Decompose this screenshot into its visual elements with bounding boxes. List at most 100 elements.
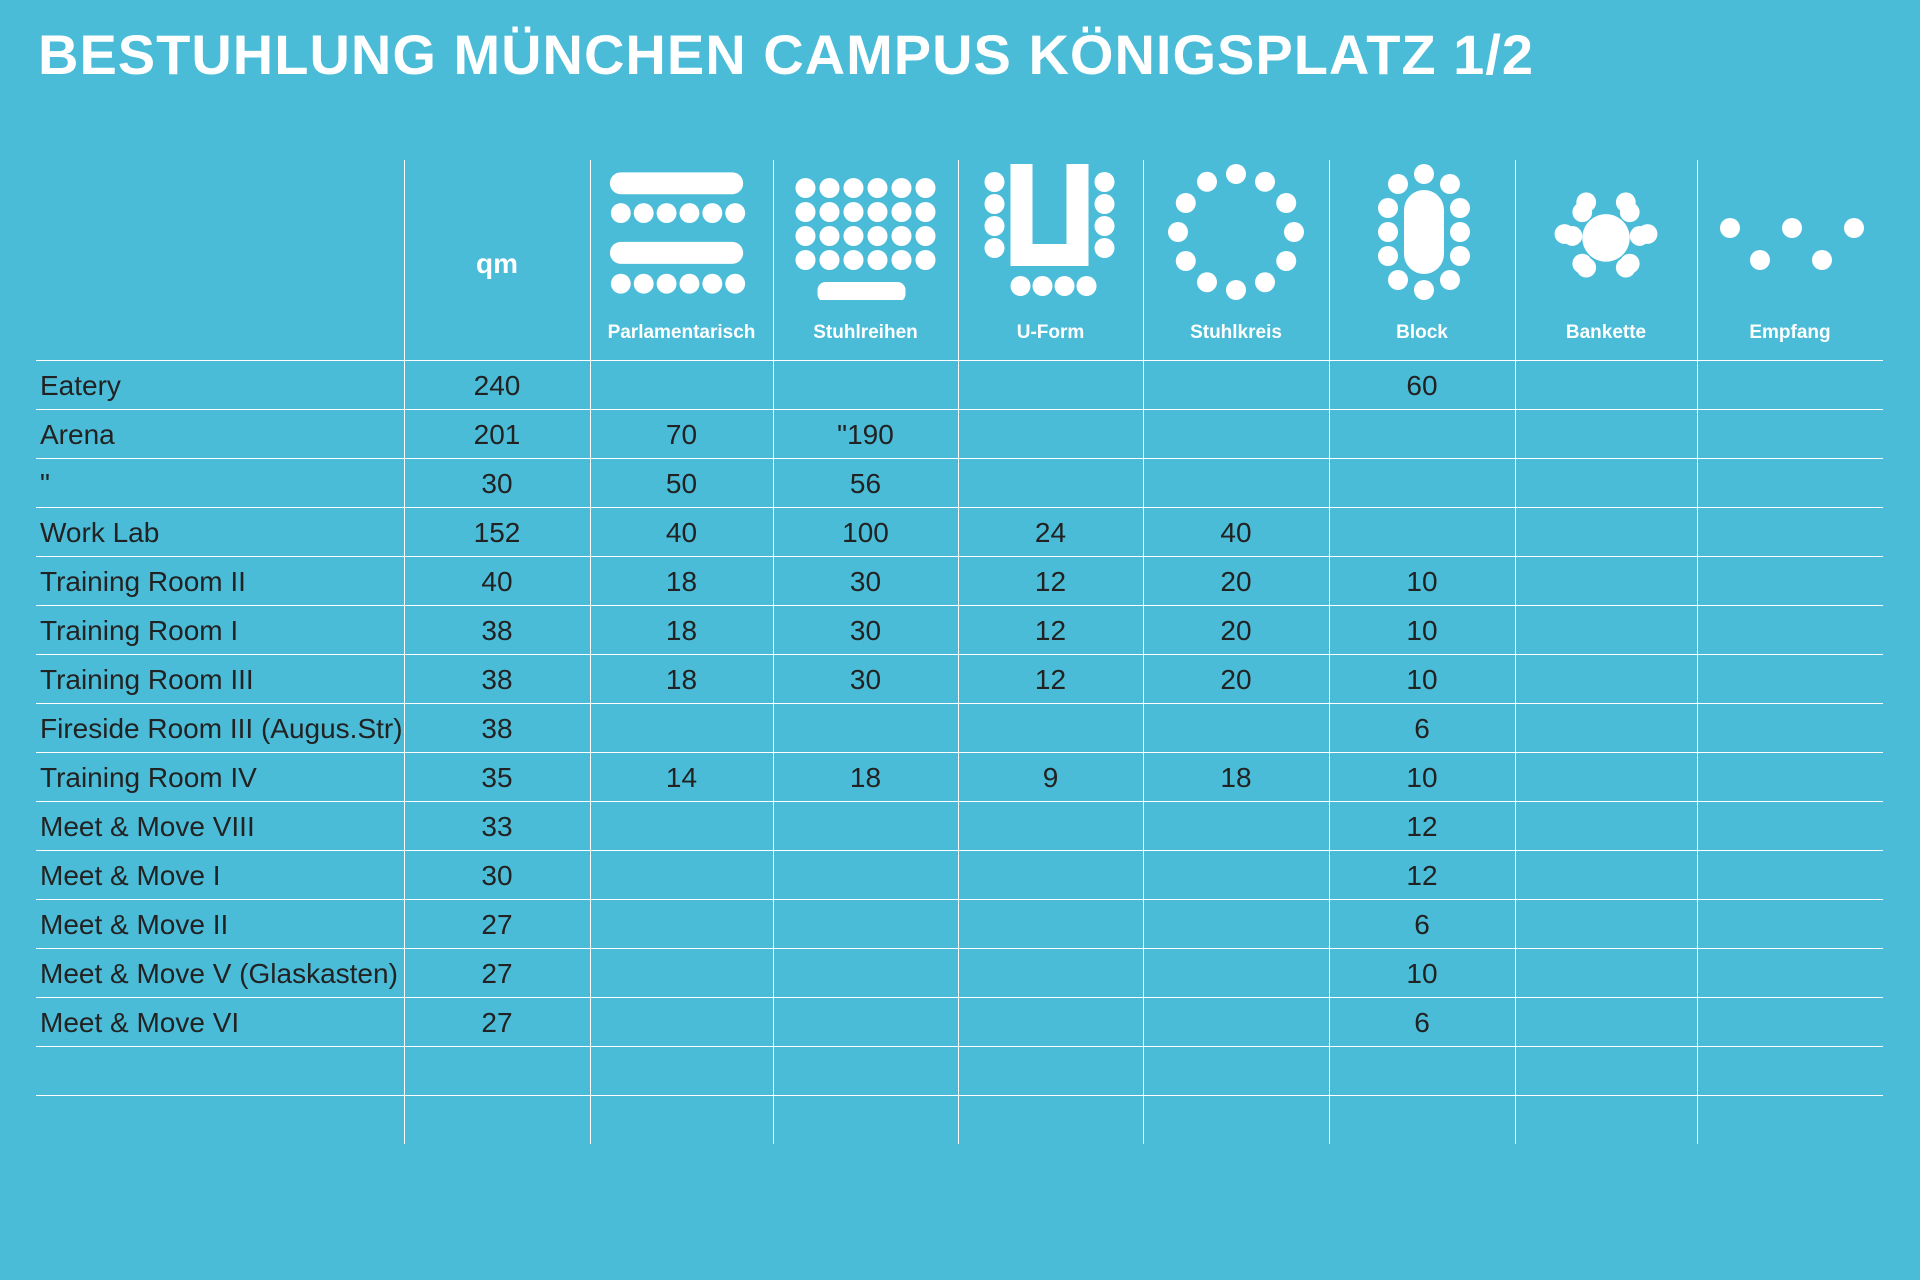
column-header-stuhlreihen: Stuhlreihen — [813, 322, 918, 343]
cell-uform — [958, 410, 1143, 459]
row-divider — [36, 654, 1883, 655]
cell-block — [1329, 410, 1515, 459]
row-divider — [36, 948, 1883, 949]
cell-stuhlreihen: 18 — [849, 762, 882, 793]
cell-qm: 30 — [481, 860, 513, 891]
cell-uform: 9 — [1042, 762, 1059, 793]
room-name: Fireside Room III (Augus.Str) — [40, 713, 403, 744]
cell-uform — [958, 459, 1143, 508]
room-name: Training Room III — [40, 664, 254, 695]
table-row: Training Room IV 35 14 18 9 18 10 — [0, 753, 1920, 802]
cell-block — [1329, 459, 1515, 508]
cell-bankette — [1515, 802, 1697, 851]
table-row: Eatery 240 60 — [0, 361, 1920, 410]
cell-block: 10 — [1406, 566, 1438, 597]
cell-stuhlkreis — [1143, 851, 1329, 900]
cell-block: 60 — [1406, 370, 1438, 401]
room-name: Meet & Move I — [40, 860, 221, 891]
cell-bankette — [1515, 1047, 1697, 1096]
cell-stuhlreihen: 30 — [849, 664, 882, 695]
cell-stuhlkreis — [1143, 949, 1329, 998]
cell-bankette — [1515, 998, 1697, 1047]
row-divider — [36, 1046, 1883, 1047]
table-row: Meet & Move VI 27 6 — [0, 998, 1920, 1047]
table-row: Fireside Room III (Augus.Str) 38 6 — [0, 704, 1920, 753]
empfang-icon — [1697, 160, 1883, 300]
room-name: Eatery — [40, 370, 121, 401]
room-name: Training Room IV — [40, 762, 257, 793]
table-row: Meet & Move VIII 33 12 — [0, 802, 1920, 851]
cell-block: 10 — [1406, 615, 1438, 646]
column-header-stuhlkreis: Stuhlkreis — [1190, 322, 1282, 343]
cell-stuhlreihen: "190 — [837, 419, 894, 450]
cell-uform: 12 — [1034, 615, 1067, 646]
cell-parlamentarisch: 50 — [665, 468, 698, 499]
cell-stuhlkreis: 40 — [1220, 517, 1252, 548]
cell-uform: 24 — [1034, 517, 1067, 548]
cell-block — [1329, 1047, 1515, 1096]
cell-uform: 12 — [1034, 664, 1067, 695]
cell-stuhlkreis: 20 — [1220, 566, 1252, 597]
cell-parlamentarisch — [590, 949, 773, 998]
cell-stuhlkreis — [1143, 802, 1329, 851]
table-row: Training Room III 38 18 30 12 20 10 — [0, 655, 1920, 704]
cell-parlamentarisch: 18 — [665, 664, 698, 695]
cell-stuhlreihen — [773, 802, 958, 851]
row-divider — [36, 605, 1883, 606]
table-row: Training Room I 38 18 30 12 20 10 — [0, 606, 1920, 655]
cell-block: 12 — [1406, 860, 1438, 891]
cell-qm: 240 — [473, 370, 521, 401]
cell-stuhlkreis: 18 — [1220, 762, 1252, 793]
cell-stuhlkreis — [1143, 459, 1329, 508]
cell-stuhlkreis — [1143, 998, 1329, 1047]
cell-qm: 27 — [481, 1007, 513, 1038]
room-name: Arena — [40, 419, 115, 450]
room-name: Training Room II — [40, 566, 246, 597]
cell-empfang — [1697, 900, 1883, 949]
cell-uform — [958, 361, 1143, 410]
cell-uform — [958, 949, 1143, 998]
row-divider — [36, 801, 1883, 802]
cell-stuhlreihen — [773, 851, 958, 900]
column-header-bankette: Bankette — [1565, 322, 1647, 343]
cell-stuhlreihen — [773, 998, 958, 1047]
table-row — [0, 1047, 1920, 1096]
cell-bankette — [1515, 557, 1697, 606]
cell-empfang — [1697, 851, 1883, 900]
parlamentarisch-icon — [590, 160, 773, 300]
table-row: Meet & Move V (Glaskasten) 27 10 — [0, 949, 1920, 998]
cell-parlamentarisch — [590, 704, 773, 753]
column-divider — [1515, 160, 1516, 1144]
cell-bankette — [1515, 704, 1697, 753]
cell-parlamentarisch: 70 — [665, 419, 698, 450]
row-divider — [36, 703, 1883, 704]
cell-stuhlreihen: 30 — [849, 615, 882, 646]
room-name: Meet & Move V (Glaskasten) — [40, 958, 398, 989]
column-divider — [1329, 160, 1330, 1144]
cell-stuhlreihen — [773, 1047, 958, 1096]
cell-stuhlreihen — [773, 361, 958, 410]
cell-bankette — [1515, 606, 1697, 655]
cell-qm: 35 — [481, 762, 513, 793]
column-divider — [590, 160, 591, 1144]
cell-stuhlreihen — [773, 949, 958, 998]
cell-empfang — [1697, 802, 1883, 851]
column-header-block: Block — [1396, 322, 1448, 343]
column-divider — [958, 160, 959, 1144]
cell-parlamentarisch — [590, 998, 773, 1047]
cell-bankette — [1515, 361, 1697, 410]
cell-uform — [958, 1047, 1143, 1096]
cell-stuhlreihen — [773, 704, 958, 753]
cell-stuhlkreis — [1143, 410, 1329, 459]
column-divider — [1143, 160, 1144, 1144]
cell-stuhlkreis — [1143, 900, 1329, 949]
row-divider — [36, 752, 1883, 753]
cell-stuhlkreis — [1143, 361, 1329, 410]
room-name: Meet & Move VI — [40, 1007, 240, 1038]
row-divider — [36, 997, 1883, 998]
cell-bankette — [1515, 459, 1697, 508]
cell-bankette — [1515, 900, 1697, 949]
column-header-qm: qm — [476, 248, 518, 279]
cell-stuhlkreis — [1143, 704, 1329, 753]
u-form-icon — [958, 160, 1143, 300]
